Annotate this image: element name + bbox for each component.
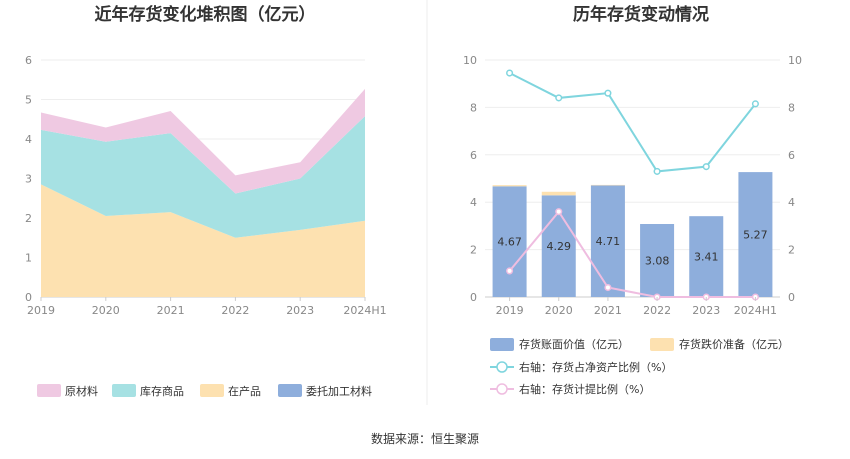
line-point	[555, 208, 563, 216]
right-legend: 存货账面价值（亿元） 存货跌价准备（亿元） 右轴：存货占净资产比例（%） 右轴：存货计…	[490, 337, 789, 396]
legend-label-line: 右轴：存货计提比例（%）	[519, 382, 650, 396]
bar-book-value	[738, 172, 773, 297]
left-x-tick-label: 2022	[221, 304, 249, 317]
right-chart-title: 历年存货变动情况	[573, 4, 709, 25]
right-left-y-tick-label: 2	[470, 244, 477, 257]
left-x-tick-label: 2021	[157, 304, 185, 317]
right-left-y-tick-label: 8	[470, 101, 477, 114]
line-point	[702, 163, 710, 171]
right-x-tick-label: 2019	[496, 304, 524, 317]
left-x-axis: 2019 2020 2021 2022 2023 2024H1	[27, 297, 387, 317]
right-right-y-tick-label: 4	[788, 196, 795, 209]
line-point	[653, 167, 661, 175]
legend-label-库存商品: 库存商品	[140, 384, 184, 398]
bar-impairment-reserve	[492, 185, 527, 187]
legend-label-line: 右轴：存货占净资产比例（%）	[519, 360, 672, 374]
right-left-y-tick-label: 0	[470, 291, 477, 304]
right-right-y-axis: 0 2 4 6 8 10	[788, 54, 802, 304]
right-x-tick-label: 2023	[692, 304, 720, 317]
right-lines: 4.67 4.29 4.71 3.08 3.41 5.27	[497, 69, 768, 301]
legend-swatch-原材料	[37, 384, 61, 397]
line-point	[555, 94, 563, 102]
bar-value-label: 3.41	[694, 251, 719, 264]
legend-swatch-impairment-reserve	[650, 338, 674, 351]
right-left-y-tick-label: 10	[463, 54, 477, 67]
left-y-tick-label: 1	[25, 252, 32, 265]
legend-label-原材料: 原材料	[65, 384, 98, 398]
legend-label-book-value: 存货账面价值（亿元）	[519, 337, 629, 351]
left-y-axis: 0 1 2 3 4 5 6	[25, 54, 32, 304]
right-right-y-tick-label: 2	[788, 244, 795, 257]
left-legend: 原材料 库存商品 在产品 委托加工材料	[37, 384, 372, 398]
line-point	[506, 69, 514, 77]
bar-value-label: 4.29	[547, 240, 572, 253]
bar-impairment-reserve	[541, 191, 576, 196]
bar-value-label: 3.08	[645, 255, 670, 268]
bar-book-value	[640, 224, 675, 297]
left-y-tick-label: 0	[25, 291, 32, 304]
legend-swatch-库存商品	[112, 384, 136, 397]
left-areas	[41, 88, 365, 297]
line-point	[604, 89, 612, 97]
right-left-y-axis: 0 2 4 6 8 10	[463, 54, 477, 304]
line-point	[604, 283, 612, 292]
bar-book-value	[590, 185, 625, 297]
left-chart-title: 近年存货变化堆积图（亿元）	[95, 4, 316, 25]
bar-book-value	[689, 216, 724, 297]
bar-line-chart: 历年存货变动情况 4.67 4.29 4.71 3.08 3.41 5.27 0 2 4 6 8 1…	[463, 4, 802, 396]
right-right-y-tick-label: 8	[788, 101, 795, 114]
left-y-tick-label: 4	[25, 133, 32, 146]
left-x-tick-label: 2019	[27, 304, 55, 317]
area-在产品	[41, 184, 365, 297]
area-原材料	[41, 88, 365, 194]
legend-swatch-book-value	[490, 338, 514, 351]
legend-label-impairment-reserve: 存货跌价准备（亿元）	[679, 337, 789, 351]
area-库存商品	[41, 116, 365, 238]
line-inventory-to-net-assets	[509, 72, 757, 173]
legend-swatch-委托加工材料	[278, 384, 302, 397]
right-right-y-tick-label: 10	[788, 54, 802, 67]
bar-value-label: 4.71	[596, 235, 621, 248]
bar-value-label: 4.67	[497, 236, 522, 249]
right-x-tick-label: 2021	[594, 304, 622, 317]
legend-swatch-marker	[496, 383, 508, 395]
bar-book-value	[492, 186, 527, 297]
line-provision-ratio	[508, 209, 756, 298]
left-y-tick-label: 2	[25, 212, 32, 225]
right-left-y-tick-label: 6	[470, 149, 477, 162]
right-grid	[485, 59, 780, 298]
left-x-tick-label: 2023	[286, 304, 314, 317]
legend-swatch-marker	[496, 361, 508, 373]
left-x-tick-label: 2020	[92, 304, 120, 317]
left-y-tick-label: 3	[25, 173, 32, 186]
legend-label-委托加工材料: 委托加工材料	[306, 384, 372, 398]
bar-value-label: 5.27	[743, 229, 768, 242]
right-right-y-tick-label: 6	[788, 149, 795, 162]
right-x-tick-label: 2024H1	[734, 304, 777, 317]
legend-label-在产品: 在产品	[228, 384, 261, 398]
left-y-tick-label: 6	[25, 54, 32, 67]
right-left-y-tick-label: 4	[470, 196, 477, 209]
line-point	[506, 267, 514, 275]
line-point	[751, 100, 759, 108]
legend-swatch-在产品	[200, 384, 224, 397]
right-x-tick-label: 2020	[545, 304, 573, 317]
right-bars	[492, 172, 773, 297]
right-x-axis: 2019 2020 2021 2022 2023 2024H1	[496, 297, 777, 317]
source-note: 数据来源：恒生聚源	[371, 431, 479, 446]
right-right-y-tick-label: 0	[788, 291, 795, 304]
left-y-tick-label: 5	[25, 94, 32, 107]
right-x-tick-label: 2022	[643, 304, 671, 317]
left-x-tick-label: 2024H1	[343, 304, 386, 317]
